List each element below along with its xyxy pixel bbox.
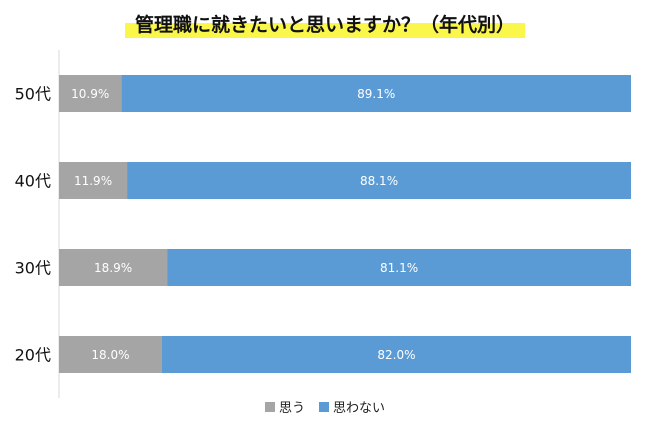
- data-label: 18.0%: [91, 348, 129, 362]
- category-label: 40代: [15, 172, 51, 191]
- data-label: 81.1%: [380, 261, 418, 275]
- bar-omowanai: [127, 162, 632, 199]
- category-label: 20代: [15, 346, 51, 365]
- legend-label-omou: 思う: [278, 401, 305, 416]
- category-label: 50代: [15, 85, 51, 104]
- bar-omowanai: [167, 249, 631, 286]
- title-highlight: [124, 23, 525, 38]
- data-label: 82.0%: [377, 348, 415, 362]
- bar-omowanai: [161, 336, 631, 373]
- legend-label-omowanai: 思わない: [333, 401, 386, 416]
- data-label: 10.9%: [71, 87, 109, 101]
- data-label: 11.9%: [74, 174, 112, 188]
- category-label: 30代: [15, 259, 51, 278]
- legend-item-omou: 思う: [264, 397, 305, 416]
- chart-title-text: 管理職に就きたいと思いますか？（年代別）: [134, 14, 515, 36]
- bar-omou: [59, 249, 168, 286]
- legend: 思う 思わない: [0, 397, 650, 416]
- bar-omowanai: [121, 75, 632, 112]
- legend-swatch-omou: [264, 401, 275, 412]
- data-label: 88.1%: [360, 174, 398, 188]
- bar-omou: [59, 336, 162, 373]
- legend-item-omowanai: 思わない: [319, 397, 385, 416]
- chart-title: 管理職に就きたいと思いますか？（年代別）: [124, 10, 525, 40]
- bar-omou: [59, 75, 122, 112]
- legend-swatch-omowanai: [319, 401, 329, 412]
- data-label: 18.9%: [94, 261, 132, 275]
- bar-omou: [59, 162, 128, 199]
- data-label: 89.1%: [357, 87, 395, 101]
